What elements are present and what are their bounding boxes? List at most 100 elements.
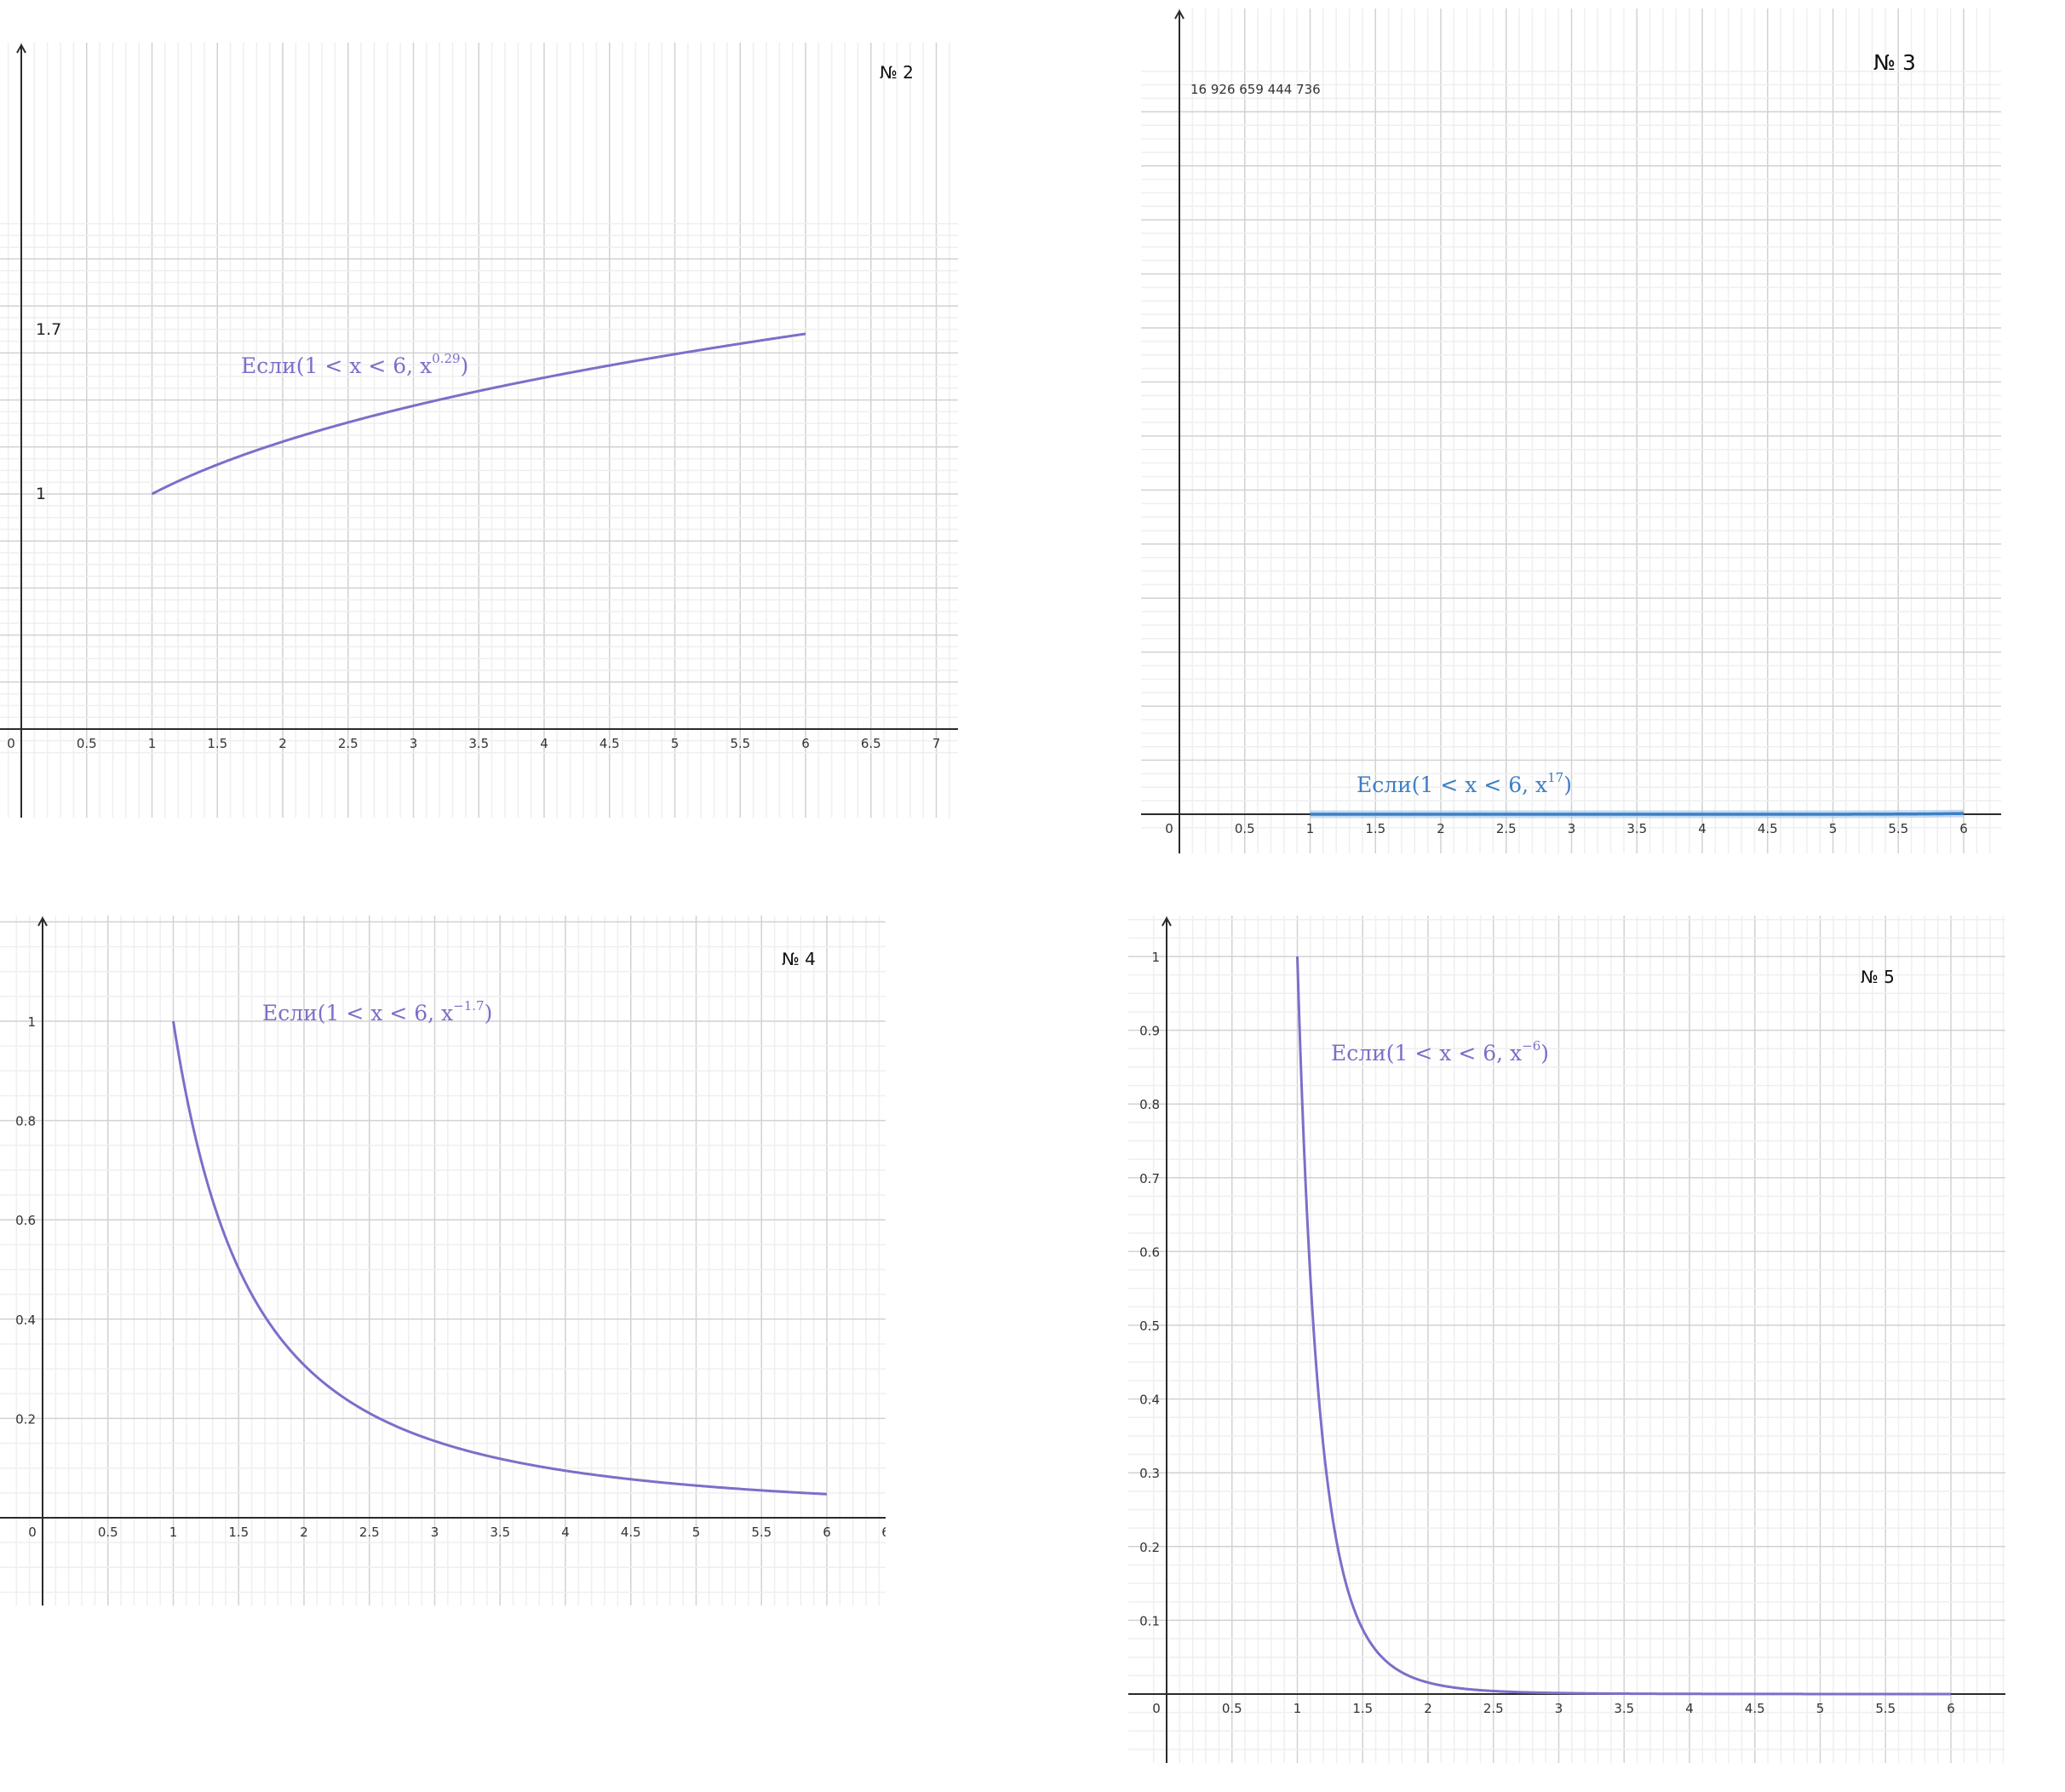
y-tick-labels: 11.7	[36, 320, 61, 503]
x-tick-label: 3.5	[468, 736, 489, 751]
x-tick-label: 1	[148, 736, 157, 751]
series-line	[1310, 812, 1965, 816]
y-tick-label: 0.6	[15, 1213, 36, 1228]
x-tick-label: 5	[1829, 821, 1838, 836]
x-tick-label: 5.5	[751, 1525, 772, 1540]
x-tick-labels: 0 0.5 1 1.5 2 2.5 3 3.5 4 4.5 5 5.5 6	[1152, 1701, 1955, 1716]
x-tick-label: 4	[1698, 821, 1706, 836]
series-line	[1296, 956, 1951, 1696]
x-tick-label: 3.5	[1626, 821, 1647, 836]
x-tick-label: 2	[278, 736, 287, 751]
y-tick-label: 16 926 659 444 736	[1190, 82, 1321, 97]
y-axis-arrow	[16, 43, 26, 54]
x-tick-label: 3	[431, 1525, 439, 1540]
y-tick-labels: 0.1 0.2 0.3 0.4 0.5 0.6 0.7 0.8 0.9 1	[1139, 950, 1160, 1628]
x-tick-label: 3.5	[490, 1525, 510, 1540]
annotation-expr: (1 < x < 6, x	[1386, 1041, 1522, 1065]
x-tick-label: 5	[671, 736, 680, 751]
y-tick-label: 0.2	[15, 1411, 36, 1427]
x-tick-label: 5	[692, 1525, 701, 1540]
chart-4: 0 0.5 1 1.5 2 2.5 3 3.5 4 4.5 5 5.5 6 6 0.2 0.4 0.6 0.8 1…	[0, 916, 886, 1605]
y-tick-label: 0.2	[1139, 1540, 1160, 1555]
annotation-exponent: −1.7	[453, 998, 484, 1014]
x-tick-label: 1.5	[228, 1525, 249, 1540]
y-tick-labels: 0.2 0.4 0.6 0.8 1	[15, 1014, 36, 1427]
y-tick-label: 1.7	[36, 320, 61, 339]
x-tick-label: 2	[300, 1525, 308, 1540]
x-tick-label: 0.5	[1235, 821, 1255, 836]
chart-3: 0 0.5 1 1.5 2 2.5 3 3.5 4 4.5 5 5.5 6 16 926 659 444…	[1141, 9, 2001, 853]
x-tick-label: 0	[1165, 821, 1173, 836]
x-tick-label: 3	[410, 736, 418, 751]
y-tick-label: 0.5	[1139, 1318, 1160, 1334]
x-tick-label: 1	[169, 1525, 178, 1540]
x-tick-label: 3	[1555, 1701, 1563, 1716]
annotation-suffix: )	[1540, 1041, 1549, 1065]
x-tick-label: 4.5	[1758, 821, 1778, 836]
x-tick-label: 2	[1437, 821, 1445, 836]
annotation-suffix: )	[485, 1001, 493, 1025]
y-tick-label: 1	[27, 1014, 36, 1030]
x-tick-label: 0.5	[77, 736, 97, 751]
y-tick-label: 0.3	[1139, 1466, 1160, 1481]
x-tick-label: 3.5	[1614, 1701, 1634, 1716]
annotation: Если(1 < x < 6, x−1.7)	[262, 998, 492, 1025]
x-tick-label: 0	[1152, 1701, 1161, 1716]
y-tick-label: 0.1	[1139, 1613, 1160, 1628]
x-tick-label: 6	[801, 736, 810, 751]
x-tick-label: 1.5	[1365, 821, 1385, 836]
x-tick-label: 4	[1685, 1701, 1694, 1716]
annotation-expr: (1 < x < 6, x	[1412, 773, 1547, 797]
y-tick-label: 0.9	[1139, 1024, 1160, 1039]
x-tick-label: 5.5	[1875, 1701, 1896, 1716]
annotation-prefix: Если	[262, 1001, 318, 1025]
y-axis-arrow	[1162, 916, 1172, 927]
chart-title: № 4	[782, 949, 816, 969]
x-tick-label: 4.5	[1745, 1701, 1765, 1716]
x-tick-label: 5.5	[730, 736, 750, 751]
chart-title: № 3	[1873, 50, 1916, 75]
annotation-exponent: 17	[1547, 770, 1563, 785]
x-tick-labels: 0 0.5 1 1.5 2 2.5 3 3.5 4 4.5 5 5.5 6 6.5 7	[7, 736, 940, 751]
axes	[0, 916, 886, 1605]
x-tick-label: 4	[540, 736, 548, 751]
y-tick-label: 0.4	[15, 1312, 36, 1328]
chart-title: № 5	[1861, 967, 1895, 987]
x-tick-label: 1	[1293, 1701, 1302, 1716]
axes	[1128, 916, 2005, 1763]
x-tick-label: 0.5	[98, 1525, 118, 1540]
x-tick-label: 3	[1568, 821, 1576, 836]
x-tick-label: 0	[7, 736, 15, 751]
series-line	[172, 1020, 828, 1496]
annotation: Если(1 < x < 6, x17)	[1357, 770, 1572, 797]
x-tick-label: 2.5	[1483, 1701, 1504, 1716]
y-tick-labels: 16 926 659 444 736	[1190, 82, 1321, 97]
x-tick-label: 4.5	[599, 736, 620, 751]
axes	[0, 43, 958, 818]
y-tick-label: 0.7	[1139, 1171, 1160, 1186]
y-tick-label: 1	[1151, 950, 1160, 965]
y-axis-arrow	[1174, 9, 1185, 20]
chart-2: 0 0.5 1 1.5 2 2.5 3 3.5 4 4.5 5 5.5 6 6.5 7 11.7 № 2 Е…	[0, 43, 958, 818]
x-tick-labels: 0 0.5 1 1.5 2 2.5 3 3.5 4 4.5 5 5.5 6	[1165, 821, 1968, 836]
x-tick-label: 6.5	[861, 736, 881, 751]
y-tick-label: 0.8	[1139, 1097, 1160, 1112]
annotation-expr: (1 < x < 6, x	[296, 353, 432, 378]
x-tick-label: 1.5	[1352, 1701, 1373, 1716]
annotation-expr: (1 < x < 6, x	[318, 1001, 453, 1025]
y-tick-label: 1	[36, 485, 46, 503]
annotation-prefix: Если	[241, 353, 296, 378]
annotation: Если(1 < x < 6, x−6)	[1331, 1038, 1549, 1065]
y-axis-arrow	[37, 916, 48, 927]
x-tick-label: 6	[823, 1525, 831, 1540]
x-tick-labels: 0 0.5 1 1.5 2 2.5 3 3.5 4 4.5 5 5.5 6 6	[28, 1525, 886, 1540]
annotation-exponent: 0.29	[432, 351, 460, 366]
x-tick-label: 2.5	[338, 736, 359, 751]
x-tick-label: 6	[881, 1525, 886, 1540]
grid	[0, 43, 958, 818]
x-tick-label: 7	[932, 736, 941, 751]
series-line	[151, 332, 806, 496]
x-tick-label: 0.5	[1222, 1701, 1242, 1716]
x-tick-label: 4.5	[621, 1525, 641, 1540]
y-tick-label: 0.8	[15, 1114, 36, 1129]
